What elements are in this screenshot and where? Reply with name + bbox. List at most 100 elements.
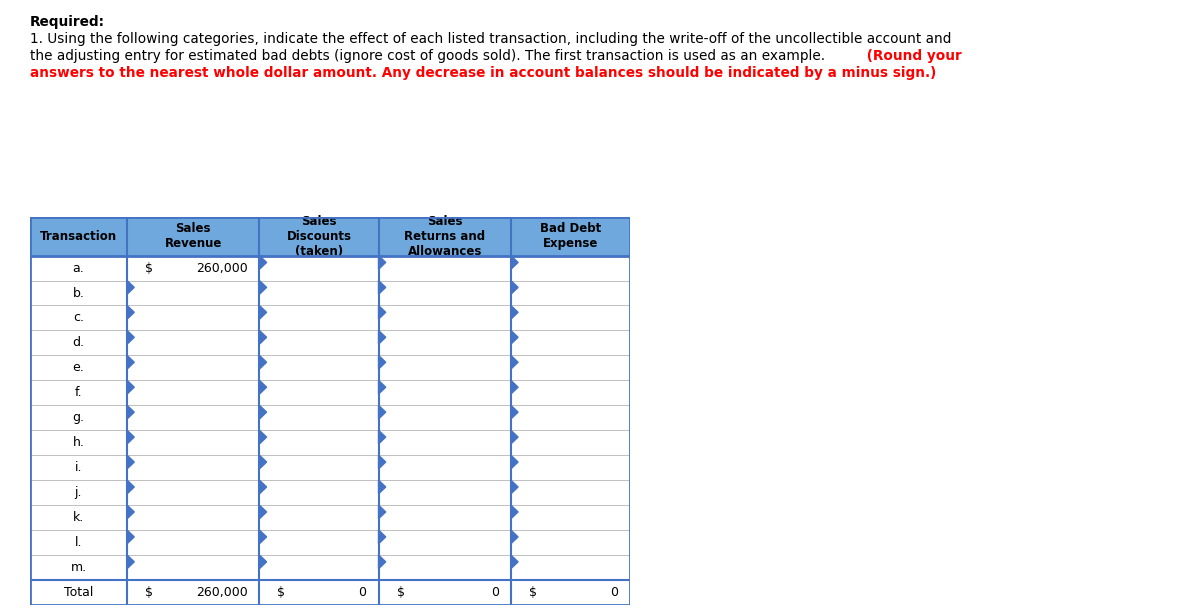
Text: g.: g. xyxy=(72,411,84,424)
Polygon shape xyxy=(378,255,385,269)
Bar xyxy=(30,430,127,455)
Text: 260,000: 260,000 xyxy=(196,262,247,274)
Bar xyxy=(259,530,378,555)
Bar xyxy=(259,306,378,331)
Bar xyxy=(511,580,630,605)
Text: 1. Using the following categories, indicate the effect of each listed transactio: 1. Using the following categories, indic… xyxy=(30,32,952,46)
Bar xyxy=(30,555,127,580)
Text: $: $ xyxy=(396,586,404,599)
Polygon shape xyxy=(259,380,266,394)
Bar xyxy=(30,480,127,505)
Bar xyxy=(259,405,378,430)
Polygon shape xyxy=(127,356,134,369)
Bar xyxy=(511,430,630,455)
Bar xyxy=(30,306,127,331)
Bar xyxy=(30,356,127,380)
Polygon shape xyxy=(127,280,134,295)
Bar xyxy=(378,530,511,555)
Bar xyxy=(30,580,127,605)
Text: k.: k. xyxy=(73,511,84,524)
Text: a.: a. xyxy=(73,262,84,274)
Bar xyxy=(511,530,630,555)
Bar xyxy=(30,405,127,430)
Bar xyxy=(259,331,378,356)
Polygon shape xyxy=(259,405,266,419)
Bar xyxy=(259,555,378,580)
Bar xyxy=(259,430,378,455)
Bar xyxy=(127,480,259,505)
Bar xyxy=(259,505,378,530)
Polygon shape xyxy=(511,255,518,269)
Polygon shape xyxy=(259,306,266,319)
Text: 0: 0 xyxy=(359,586,366,599)
Bar xyxy=(511,405,630,430)
Bar xyxy=(511,255,630,280)
Polygon shape xyxy=(259,255,266,269)
Text: b.: b. xyxy=(72,287,84,299)
Bar xyxy=(259,480,378,505)
Polygon shape xyxy=(259,555,266,569)
Bar xyxy=(127,306,259,331)
Text: (Round your: (Round your xyxy=(863,49,962,63)
Bar xyxy=(30,217,127,255)
Polygon shape xyxy=(127,455,134,469)
Bar xyxy=(378,306,511,331)
Text: Sales
Returns and
Allowances: Sales Returns and Allowances xyxy=(404,214,485,258)
Text: answers to the nearest whole dollar amount. Any decrease in account balances sho: answers to the nearest whole dollar amou… xyxy=(30,66,936,80)
Text: h.: h. xyxy=(72,436,84,449)
Bar xyxy=(127,380,259,405)
Polygon shape xyxy=(511,455,518,469)
Bar xyxy=(127,255,259,280)
Polygon shape xyxy=(259,530,266,544)
Polygon shape xyxy=(511,430,518,444)
Polygon shape xyxy=(511,505,518,519)
Polygon shape xyxy=(511,530,518,544)
Polygon shape xyxy=(259,280,266,295)
Bar xyxy=(30,455,127,480)
Text: $: $ xyxy=(529,586,536,599)
Bar xyxy=(378,505,511,530)
Bar xyxy=(378,580,511,605)
Polygon shape xyxy=(378,530,385,544)
Polygon shape xyxy=(127,480,134,494)
Text: l.: l. xyxy=(74,536,83,549)
Polygon shape xyxy=(378,430,385,444)
Text: 260,000: 260,000 xyxy=(196,586,247,599)
Bar xyxy=(378,555,511,580)
Polygon shape xyxy=(378,480,385,494)
Polygon shape xyxy=(259,356,266,369)
Text: $: $ xyxy=(145,262,154,274)
Text: Sales
Revenue: Sales Revenue xyxy=(164,222,222,251)
Polygon shape xyxy=(378,455,385,469)
Bar xyxy=(378,217,511,255)
Bar xyxy=(259,255,378,280)
Text: Sales
Discounts
(taken): Sales Discounts (taken) xyxy=(287,214,352,258)
Bar xyxy=(378,480,511,505)
Polygon shape xyxy=(378,505,385,519)
Bar xyxy=(127,505,259,530)
Polygon shape xyxy=(259,430,266,444)
Polygon shape xyxy=(378,555,385,569)
Bar xyxy=(127,430,259,455)
Bar xyxy=(127,455,259,480)
Text: e.: e. xyxy=(73,361,84,375)
Polygon shape xyxy=(511,331,518,344)
Bar xyxy=(511,217,630,255)
Text: the adjusting entry for estimated bad debts (ignore cost of goods sold). The fir: the adjusting entry for estimated bad de… xyxy=(30,49,826,63)
Polygon shape xyxy=(127,405,134,419)
Bar xyxy=(378,331,511,356)
Bar xyxy=(30,505,127,530)
Bar xyxy=(127,530,259,555)
Polygon shape xyxy=(378,356,385,369)
Bar xyxy=(127,217,259,255)
Text: d.: d. xyxy=(72,337,84,349)
Text: Transaction: Transaction xyxy=(40,230,118,243)
Polygon shape xyxy=(511,405,518,419)
Polygon shape xyxy=(127,430,134,444)
Polygon shape xyxy=(511,480,518,494)
Text: Required:: Required: xyxy=(30,15,106,29)
Bar xyxy=(378,356,511,380)
Text: i.: i. xyxy=(74,461,83,474)
Bar xyxy=(511,505,630,530)
Bar xyxy=(378,455,511,480)
